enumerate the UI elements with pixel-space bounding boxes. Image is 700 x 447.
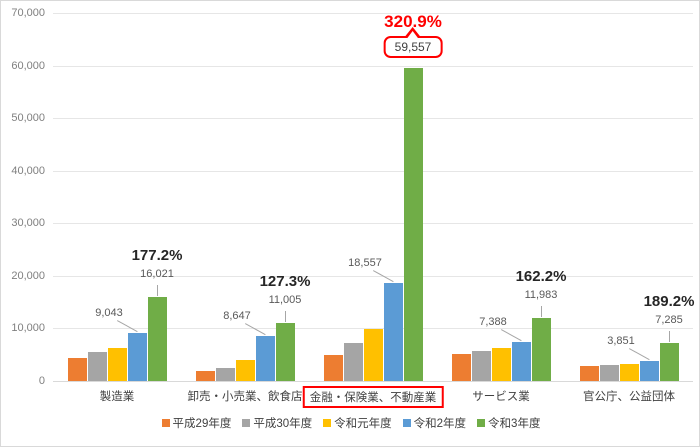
- x-axis-category-label: 金融・保険業、不動産業: [302, 386, 444, 408]
- bar[interactable]: [215, 368, 235, 381]
- legend-item[interactable]: 平成29年度: [161, 415, 232, 431]
- bar[interactable]: [659, 342, 679, 381]
- bar[interactable]: [531, 318, 551, 381]
- leader-line: [541, 306, 542, 317]
- x-axis-category-label: サービス業: [472, 391, 530, 403]
- bar-value-label: 16,021: [140, 267, 174, 280]
- y-axis-tick-label: 0: [38, 375, 45, 387]
- bar[interactable]: [579, 366, 599, 381]
- bar[interactable]: [107, 347, 127, 381]
- leader-line: [157, 284, 158, 296]
- legend-label: 令和3年度: [488, 418, 541, 430]
- growth-percent-label: 177.2%: [131, 246, 183, 264]
- growth-percent-label: 189.2%: [643, 292, 695, 310]
- bar[interactable]: [639, 360, 659, 381]
- legend-label: 令和2年度: [413, 418, 467, 430]
- growth-percent-label: 127.3%: [259, 273, 311, 291]
- bar[interactable]: [403, 67, 423, 381]
- leader-line: [285, 311, 286, 323]
- value-callout: 59,557: [383, 26, 443, 58]
- bar[interactable]: [255, 335, 275, 381]
- legend-label: 平成29年度: [172, 418, 232, 430]
- gridline: [53, 170, 693, 172]
- bar[interactable]: [235, 359, 255, 381]
- plot-area: 9,043 16,021 8,647 11,005 18,557 59,557 7,388 1…: [53, 11, 695, 382]
- legend-label: 平成30年度: [253, 418, 313, 430]
- bar[interactable]: [383, 283, 403, 381]
- bar[interactable]: [275, 323, 295, 381]
- gridline: [53, 65, 693, 67]
- bar-value-label: 8,647: [223, 309, 251, 322]
- bar-groups: [53, 13, 693, 381]
- legend-item[interactable]: 令和2年度: [402, 415, 467, 431]
- growth-percent-label: 320.9%: [384, 11, 442, 31]
- bar[interactable]: [471, 351, 491, 381]
- bar[interactable]: [599, 364, 619, 381]
- bar-value-label: 11,983: [524, 289, 558, 301]
- gridline: [53, 275, 693, 277]
- y-axis-tick-label: 40,000: [11, 164, 45, 177]
- bar[interactable]: [363, 328, 383, 381]
- gridline: [53, 223, 693, 225]
- bar-group: [67, 13, 167, 381]
- legend-swatch-icon: [402, 419, 411, 427]
- bar[interactable]: [87, 351, 107, 381]
- bar-value-label: 3,851: [607, 334, 635, 347]
- gridline: [53, 328, 693, 330]
- gridline: [53, 118, 693, 120]
- legend-swatch-icon: [477, 419, 486, 427]
- gridline: [53, 381, 693, 382]
- legend-item[interactable]: 令和元年度: [323, 415, 392, 431]
- bar[interactable]: [511, 342, 531, 381]
- bar[interactable]: [451, 353, 471, 381]
- chart-legend: 平成29年度 平成30年度 令和元年度 令和2年度 令和3年度: [1, 415, 699, 431]
- bar[interactable]: [127, 333, 147, 381]
- y-axis-tick-label: 50,000: [11, 112, 45, 125]
- bar-group: [451, 13, 551, 381]
- leader-line: [669, 330, 670, 342]
- legend-item[interactable]: 令和3年度: [477, 415, 540, 431]
- bar[interactable]: [323, 354, 343, 381]
- y-axis-tick-label: 70,000: [11, 7, 45, 19]
- bar-group: [323, 13, 423, 381]
- legend-item[interactable]: 平成30年度: [242, 415, 312, 431]
- legend-label: 令和元年度: [334, 418, 392, 430]
- legend-swatch-icon: [161, 419, 170, 427]
- bar-value-label: 7,388: [479, 316, 507, 329]
- x-axis-category-label: 製造業: [99, 391, 135, 403]
- y-axis-tick-label: 60,000: [11, 59, 45, 72]
- gridline: [53, 13, 693, 14]
- y-axis-tick-label: 30,000: [11, 217, 45, 230]
- bar[interactable]: [147, 296, 167, 381]
- x-axis-category-label: 官公庁、公益団体: [583, 391, 675, 403]
- bar[interactable]: [67, 357, 87, 381]
- bar-value-label: 18,557: [348, 257, 382, 270]
- bar[interactable]: [195, 371, 215, 381]
- bar[interactable]: [343, 343, 363, 381]
- bar-group: [579, 13, 679, 381]
- y-axis-tick-label: 10,000: [11, 322, 45, 335]
- legend-swatch-icon: [242, 419, 251, 427]
- legend-swatch-icon: [323, 419, 332, 427]
- bar-value-label: 9,043: [95, 307, 123, 320]
- bar-group: [195, 13, 295, 381]
- bar[interactable]: [491, 348, 511, 381]
- bar[interactable]: [619, 363, 639, 381]
- bar-value-label: 11,005: [268, 294, 302, 307]
- x-axis-category-label: 卸売・小売業、飲食店: [187, 391, 303, 403]
- growth-percent-label: 162.2%: [515, 268, 567, 285]
- x-axis-category-labels: 製造業 卸売・小売業、飲食店 金融・保険業、不動産業 サービス業 官公庁、公益団体: [53, 383, 693, 409]
- bar-value-label: 7,285: [655, 313, 683, 326]
- y-axis-tick-label: 20,000: [11, 269, 45, 282]
